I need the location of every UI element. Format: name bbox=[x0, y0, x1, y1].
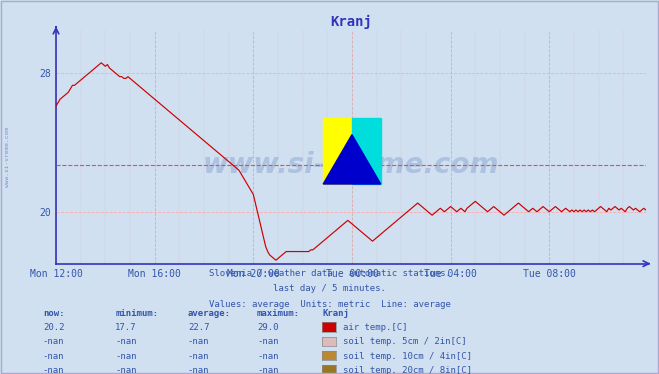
Text: soil temp. 20cm / 8in[C]: soil temp. 20cm / 8in[C] bbox=[343, 366, 472, 374]
Text: 22.7: 22.7 bbox=[188, 323, 210, 332]
Text: last day / 5 minutes.: last day / 5 minutes. bbox=[273, 284, 386, 293]
Text: -nan: -nan bbox=[188, 352, 210, 361]
Text: 17.7: 17.7 bbox=[115, 323, 137, 332]
Text: -nan: -nan bbox=[43, 366, 65, 374]
Text: -nan: -nan bbox=[257, 352, 279, 361]
Text: Kranj: Kranj bbox=[323, 309, 350, 318]
Bar bbox=[352, 118, 381, 184]
Text: -nan: -nan bbox=[43, 352, 65, 361]
Text: now:: now: bbox=[43, 309, 65, 318]
Text: maximum:: maximum: bbox=[257, 309, 300, 318]
Text: -nan: -nan bbox=[257, 337, 279, 346]
Text: Values: average  Units: metric  Line: average: Values: average Units: metric Line: aver… bbox=[208, 300, 451, 309]
Text: -nan: -nan bbox=[188, 366, 210, 374]
Text: Slovenia / weather data - automatic stations.: Slovenia / weather data - automatic stat… bbox=[208, 269, 451, 278]
Text: -nan: -nan bbox=[43, 337, 65, 346]
Text: soil temp. 5cm / 2in[C]: soil temp. 5cm / 2in[C] bbox=[343, 337, 467, 346]
Text: 29.0: 29.0 bbox=[257, 323, 279, 332]
Text: minimum:: minimum: bbox=[115, 309, 158, 318]
Text: -nan: -nan bbox=[257, 366, 279, 374]
Text: average:: average: bbox=[188, 309, 231, 318]
Text: www.si-vreme.com: www.si-vreme.com bbox=[5, 127, 11, 187]
Polygon shape bbox=[323, 135, 381, 184]
Title: Kranj: Kranj bbox=[330, 15, 372, 29]
Text: 20.2: 20.2 bbox=[43, 323, 65, 332]
Text: -nan: -nan bbox=[115, 366, 137, 374]
Text: air temp.[C]: air temp.[C] bbox=[343, 323, 407, 332]
Text: www.si-vreme.com: www.si-vreme.com bbox=[203, 151, 499, 180]
Text: -nan: -nan bbox=[188, 337, 210, 346]
Bar bbox=[323, 118, 352, 184]
Text: -nan: -nan bbox=[115, 352, 137, 361]
Text: -nan: -nan bbox=[115, 337, 137, 346]
Text: soil temp. 10cm / 4in[C]: soil temp. 10cm / 4in[C] bbox=[343, 352, 472, 361]
